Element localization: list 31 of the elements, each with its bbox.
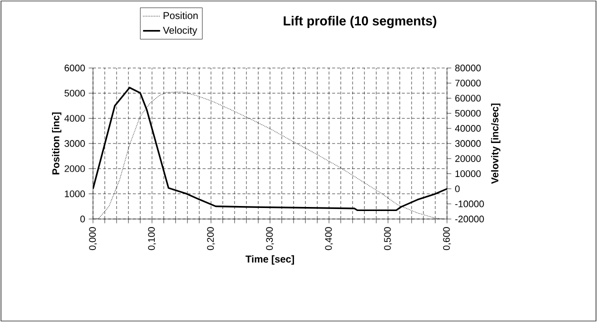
y2-axis-title: Velovity [inc/sec]	[491, 104, 500, 184]
x-tick-label: 0,300	[266, 227, 274, 250]
y2-tick-label: 70000	[455, 80, 481, 86]
y-axis-title: Position [inc]	[52, 112, 62, 174]
y2-tick-label: 0	[455, 185, 460, 192]
x-tick-label: 0,200	[207, 227, 215, 250]
y-tick-label: 2000	[64, 165, 85, 172]
y2-tick-label: 50000	[455, 110, 481, 117]
x-tick-label: 0,600	[443, 227, 451, 250]
y-tick-label: 6000	[64, 64, 85, 72]
y-tick-label: 4000	[64, 114, 85, 122]
x-tick-label: 0,000	[89, 227, 97, 250]
y2-tick-label: 60000	[455, 94, 481, 102]
legend-label: Position	[164, 12, 198, 20]
y2-tick-label: 40000	[455, 125, 481, 132]
y2-tick-label: 80000	[455, 64, 481, 72]
y-tick-label: 5000	[64, 90, 85, 97]
chart-title: Lift profile (10 segments)	[284, 16, 436, 28]
y2-tick-label: 10000	[456, 170, 481, 178]
x-axis-title: Time [sec]	[246, 255, 294, 265]
x-tick-label: 0,100	[148, 227, 156, 250]
legend-label: Velocity	[162, 26, 198, 36]
y-tick-label: 1000	[64, 190, 85, 198]
y-tick-label: 3000	[64, 140, 85, 147]
y2-tick-label: -20000	[455, 216, 484, 222]
x-tick-label: 0,500	[384, 227, 392, 250]
x-tick-label: 0,400	[325, 227, 333, 250]
y2-tick-label: 30000	[455, 140, 481, 147]
y2-tick-label: -10000	[455, 200, 484, 208]
y2-tick-label: 20000	[455, 155, 481, 162]
y-tick-label: 0	[80, 216, 85, 222]
